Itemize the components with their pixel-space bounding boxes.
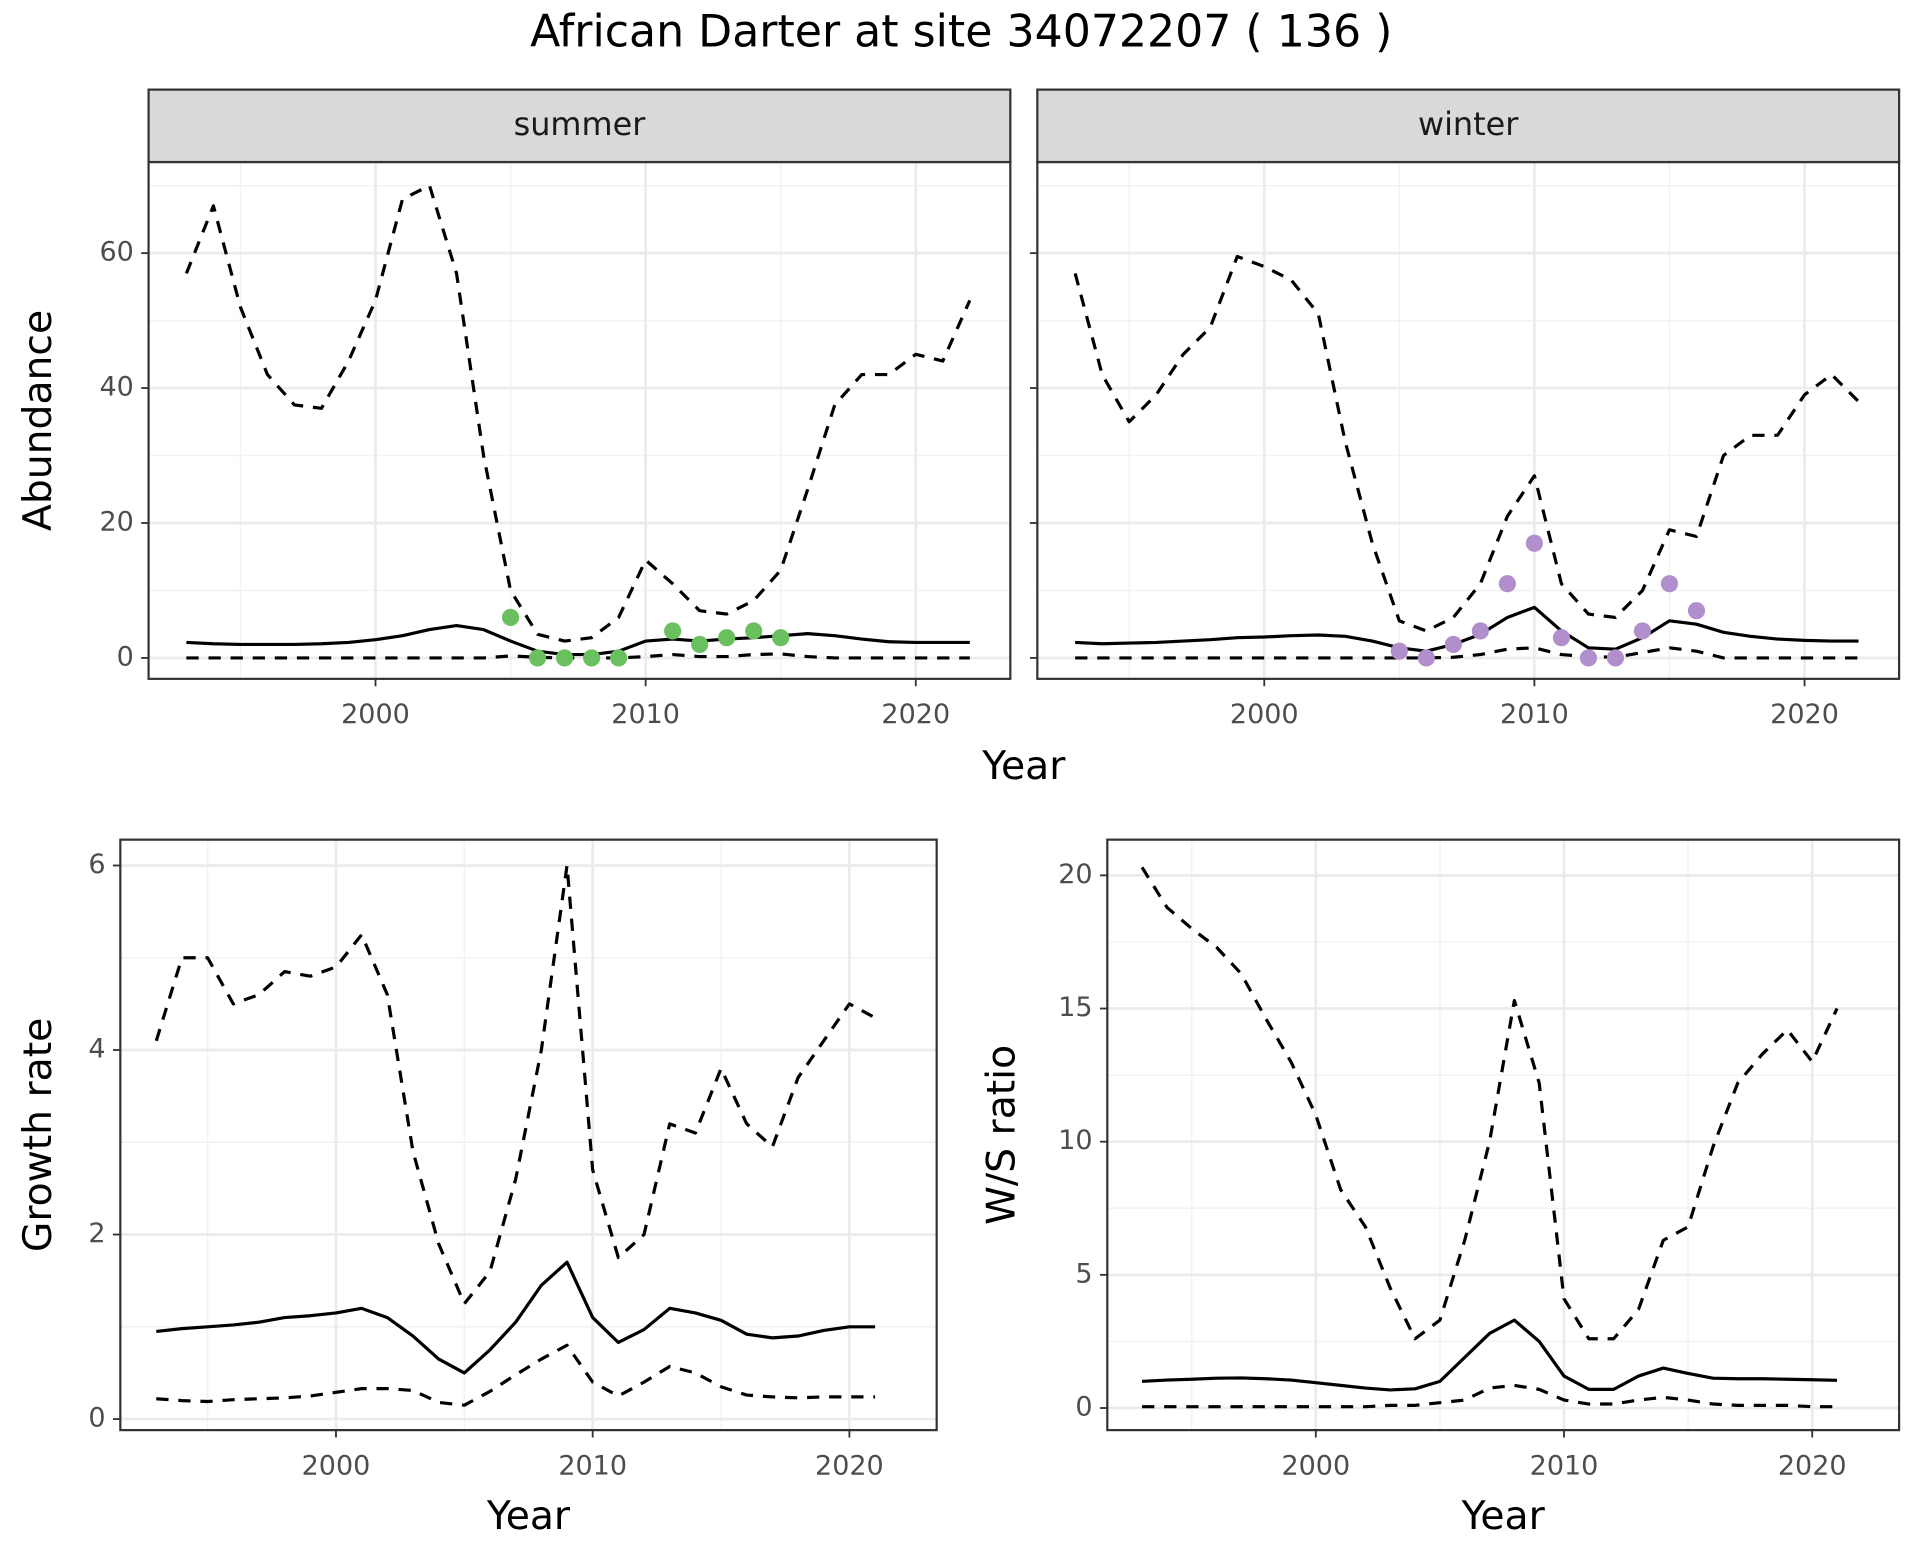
x-axis-title: Year [981, 744, 1066, 789]
facet-label: summer [514, 105, 647, 143]
panel-background [1107, 839, 1900, 1431]
y-tick-label: 40 [99, 372, 133, 403]
y-tick-label: 10 [1058, 1125, 1092, 1156]
figure-title: African Darter at site 34072207 ( 136 ) [530, 6, 1392, 57]
x-tick-label: 2020 [1770, 699, 1839, 730]
x-tick-label: 2020 [815, 1450, 884, 1481]
panel-border [119, 838, 938, 1432]
data-point [1498, 575, 1516, 593]
interval-line [184, 184, 972, 643]
interval-line [154, 863, 876, 1306]
y-tick-label: 60 [99, 237, 133, 268]
data-point [1633, 622, 1652, 640]
x-tick-label: 2010 [1500, 699, 1569, 730]
y-tick-label: 20 [99, 506, 133, 537]
data-point [1579, 649, 1598, 667]
data-point [718, 629, 736, 647]
x-tick-label: 2000 [302, 1450, 371, 1481]
data-point [691, 635, 709, 654]
data-point [1552, 629, 1571, 647]
data-point [610, 649, 628, 667]
y-tick-label: 2 [88, 1218, 105, 1249]
y-tick-label: 6 [88, 849, 105, 880]
facet-strip [147, 88, 1012, 164]
panel-background [120, 839, 937, 1431]
data-point [1390, 642, 1408, 660]
x-tick-label: 2020 [881, 699, 950, 730]
interval-line [1142, 1383, 1838, 1409]
y-axis-title: Abundance [16, 310, 61, 531]
x-tick-label: 2000 [341, 699, 410, 730]
x-tick-label: 2010 [1530, 1450, 1599, 1481]
x-tick-label: 2000 [1230, 699, 1299, 730]
data-point [1444, 635, 1462, 654]
x-tick-label: 2010 [611, 699, 680, 730]
x-tick-label: 2010 [558, 1450, 627, 1481]
y-axis-title: Growth rate [16, 1018, 61, 1252]
x-axis-title: Year [1461, 1494, 1546, 1539]
data-point [1660, 575, 1679, 593]
data-point [528, 649, 547, 667]
interval-line [156, 1343, 876, 1407]
mean-line [1075, 605, 1859, 653]
panel-background [1037, 162, 1900, 679]
data-point [1525, 534, 1543, 552]
data-point [1471, 622, 1489, 640]
facet-label: winter [1418, 105, 1519, 143]
x-tick-label: 2000 [1281, 1450, 1350, 1481]
mean-line [186, 623, 970, 657]
y-tick-label: 0 [117, 641, 134, 672]
y-tick-label: 0 [1075, 1392, 1092, 1423]
data-point [772, 629, 790, 647]
x-axis-title: Year [486, 1494, 571, 1539]
panel-border [1106, 838, 1901, 1432]
y-tick-label: 0 [88, 1403, 105, 1434]
data-point [664, 622, 682, 640]
y-tick-label: 5 [1075, 1258, 1092, 1289]
mean-line [156, 1260, 876, 1375]
data-point [501, 608, 520, 627]
interval-line [1140, 866, 1839, 1341]
mean-line [1141, 1318, 1838, 1392]
facet-strip [1036, 88, 1901, 164]
data-point [1606, 649, 1625, 667]
y-axis-title: W/S ratio [980, 1045, 1025, 1225]
data-point [556, 649, 574, 667]
y-tick-label: 20 [1058, 859, 1092, 890]
data-point [745, 622, 763, 640]
data-point [1687, 602, 1706, 620]
y-tick-label: 4 [88, 1034, 105, 1065]
x-tick-label: 2020 [1778, 1450, 1847, 1481]
y-tick-label: 15 [1058, 992, 1092, 1023]
panel-background [148, 162, 1011, 679]
data-point [583, 649, 601, 667]
data-point [1417, 649, 1435, 667]
